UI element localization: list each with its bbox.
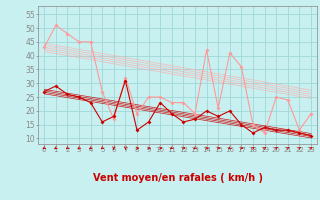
X-axis label: Vent moyen/en rafales ( km/h ): Vent moyen/en rafales ( km/h ) bbox=[92, 173, 263, 183]
